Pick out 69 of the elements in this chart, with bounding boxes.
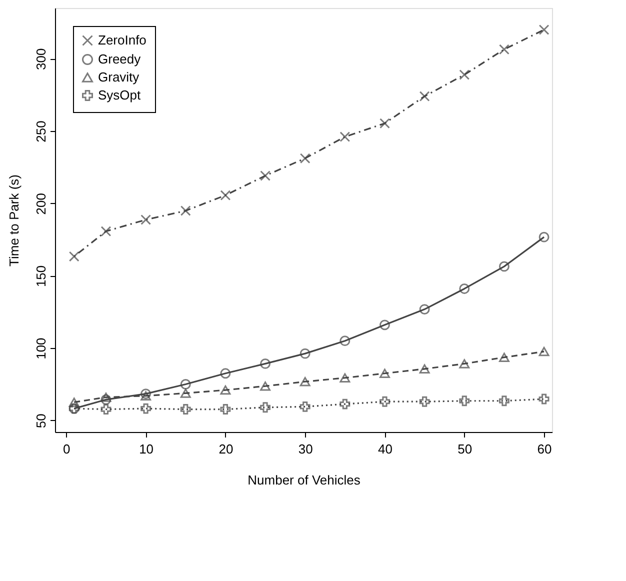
point bbox=[419, 364, 430, 374]
point bbox=[340, 373, 350, 382]
point bbox=[68, 398, 80, 407]
point bbox=[180, 379, 191, 390]
point bbox=[100, 394, 112, 405]
point bbox=[140, 403, 152, 414]
point bbox=[419, 304, 430, 314]
x-tick-label: 20 bbox=[218, 442, 234, 456]
x-tick-label: 60 bbox=[537, 442, 552, 456]
point bbox=[180, 404, 191, 415]
point bbox=[300, 348, 310, 359]
point bbox=[340, 132, 350, 142]
point bbox=[459, 396, 470, 406]
point bbox=[538, 24, 550, 35]
point bbox=[260, 402, 270, 413]
point bbox=[220, 404, 231, 415]
point bbox=[100, 404, 112, 415]
x-tick-label: 50 bbox=[458, 442, 472, 456]
point bbox=[538, 232, 550, 242]
point bbox=[380, 118, 390, 129]
legend-label: ZeroInfo bbox=[98, 32, 146, 48]
point bbox=[220, 385, 231, 395]
y-tick-label: 200 bbox=[34, 193, 48, 215]
point bbox=[419, 91, 430, 102]
point bbox=[498, 352, 510, 362]
point bbox=[220, 190, 231, 200]
point bbox=[498, 396, 510, 406]
point bbox=[260, 358, 270, 369]
point bbox=[380, 396, 390, 407]
point bbox=[140, 214, 152, 225]
point bbox=[498, 261, 510, 272]
point bbox=[340, 336, 350, 346]
point bbox=[459, 284, 470, 294]
point bbox=[498, 44, 510, 55]
point bbox=[300, 377, 310, 386]
point bbox=[68, 251, 80, 262]
x-tick-label: 40 bbox=[378, 442, 392, 456]
point bbox=[300, 153, 310, 164]
point bbox=[140, 388, 152, 400]
legend-label: SysOpt bbox=[98, 88, 142, 102]
point bbox=[260, 170, 270, 181]
point bbox=[300, 401, 310, 412]
x-tick-label: 0 bbox=[63, 442, 70, 456]
point bbox=[100, 392, 112, 402]
point bbox=[220, 368, 231, 379]
point bbox=[538, 346, 550, 356]
x-tick-label: 10 bbox=[139, 442, 154, 456]
point bbox=[180, 206, 191, 216]
y-tick-label: 300 bbox=[34, 48, 48, 70]
x-tick-label: 30 bbox=[298, 442, 313, 456]
point bbox=[380, 320, 390, 330]
legend-label: Greedy bbox=[98, 52, 142, 66]
point bbox=[459, 359, 470, 368]
point bbox=[459, 69, 470, 80]
point bbox=[100, 226, 112, 237]
point bbox=[180, 388, 191, 398]
point bbox=[140, 391, 152, 400]
legend-label: Gravity bbox=[98, 70, 140, 84]
point bbox=[380, 368, 390, 378]
point bbox=[340, 398, 350, 410]
y-tick-label: 250 bbox=[34, 120, 48, 142]
point bbox=[419, 396, 430, 407]
y-tick-label: 100 bbox=[34, 338, 48, 360]
point bbox=[260, 382, 270, 391]
x-axis-title: Number of Vehicles bbox=[248, 472, 361, 488]
y-tick-label: 50 bbox=[34, 414, 48, 428]
y-axis-title: Time to Park (s) bbox=[6, 174, 22, 266]
y-tick-label: 150 bbox=[34, 265, 48, 288]
point bbox=[538, 394, 550, 404]
